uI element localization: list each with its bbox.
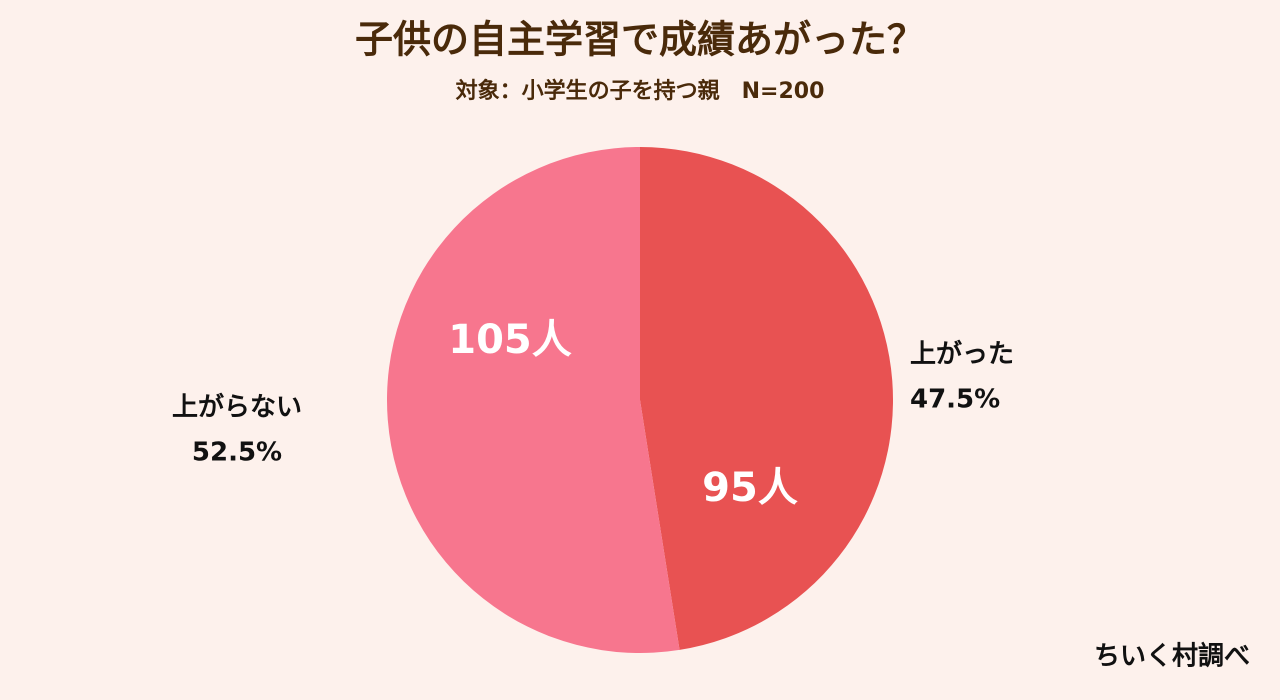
chart-subtitle: 対象：小学生の子を持つ親 N=200 xyxy=(456,78,825,104)
chart-title: 子供の自主学習で成績あがった？ xyxy=(355,18,925,62)
source-note: ちいく村調べ xyxy=(1094,641,1250,672)
percent-label: 47.5% xyxy=(910,385,1000,415)
pie-slice xyxy=(386,147,680,653)
count-label: 95人 xyxy=(702,465,798,511)
category-label: 上がった xyxy=(910,339,1014,370)
category-label: 上がらない xyxy=(172,392,302,423)
count-label: 105人 xyxy=(448,317,572,363)
pie-slice xyxy=(640,147,893,650)
percent-label: 52.5% xyxy=(192,438,282,468)
